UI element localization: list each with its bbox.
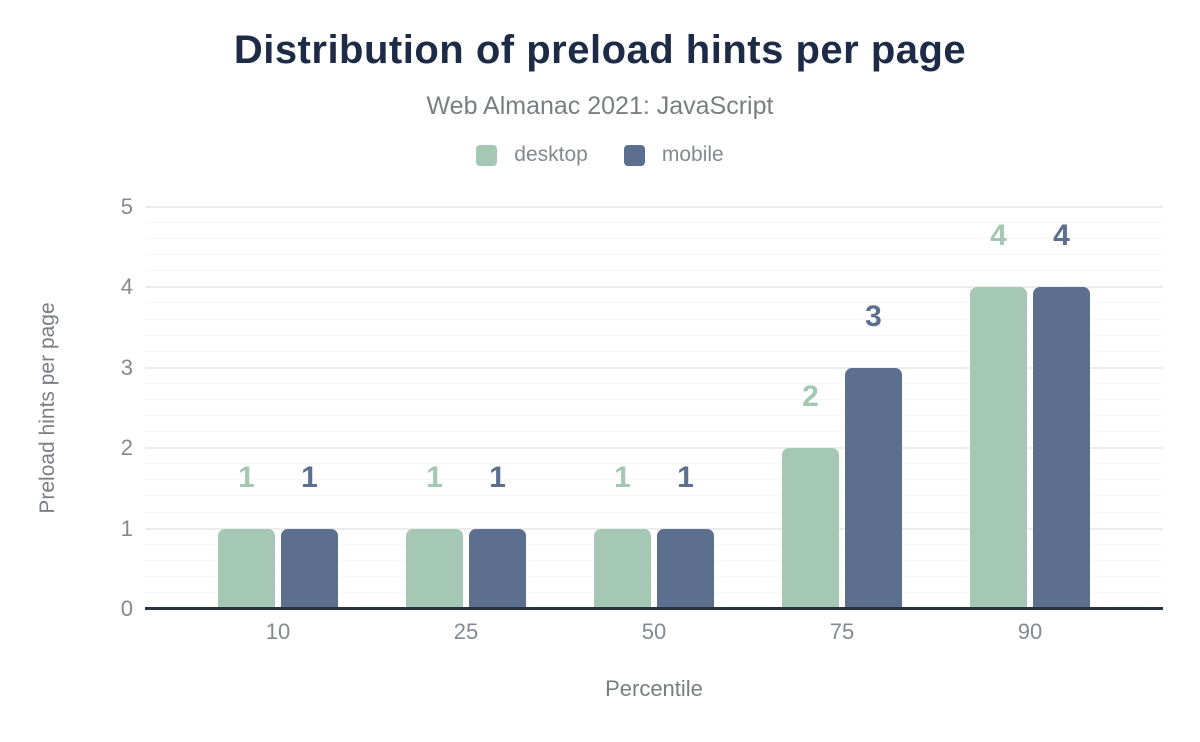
gridline-minor [145,382,1163,384]
chart-title: Distribution of preload hints per page [233,28,967,72]
gridline-minor [145,350,1163,352]
y-tick-label: 2 [120,435,133,461]
bar-value-label-mobile: 1 [489,460,506,494]
bar-value-label-mobile: 4 [1053,219,1070,253]
legend-item-mobile: mobile [623,143,724,167]
gridline-minor [145,495,1163,497]
y-tick-label: 0 [120,596,133,621]
bar-desktop [782,448,839,609]
bar-value-label-mobile: 3 [865,299,882,333]
gridline-minor [145,431,1163,433]
plot-area: Preload hints per page Percentile 0 1 2 3 4 5… [36,194,1163,701]
gridline-minor [145,270,1163,272]
legend-item-desktop: desktop [476,143,588,167]
bar-value-label-desktop: 2 [802,380,819,414]
gridline-minor [145,511,1163,513]
x-axis-title: Percentile [605,676,703,701]
bar-mobile [657,528,714,609]
gridline-major [145,527,1163,530]
gridline-major [145,366,1163,369]
y-tick-label: 4 [120,274,133,300]
y-axis-title: Preload hints per page [36,302,59,514]
bar-desktop [970,287,1027,609]
gridline-minor [145,559,1163,561]
bar-desktop [406,528,463,609]
y-tick-label: 3 [120,354,133,380]
desktop-swatch [476,144,498,166]
gridline-minor [145,318,1163,320]
bar-value-label-desktop: 1 [614,460,631,494]
gridline-major [145,286,1163,289]
bar-desktop [218,528,275,609]
gridline-minor [145,591,1163,593]
bar-value-label-mobile: 1 [301,460,318,494]
legend-label-mobile: mobile [661,143,724,166]
gridline-minor [145,575,1163,577]
legend: desktop mobile [0,143,1200,167]
bar-desktop [594,528,651,609]
x-tick-label: 90 [1017,619,1043,644]
bar-value-label-desktop: 4 [990,219,1007,253]
gridline-minor [145,398,1163,400]
x-tick-label: 25 [453,619,479,644]
bar-value-label-desktop: 1 [238,460,255,494]
bar-mobile [845,367,902,609]
bar-value-label-mobile: 1 [677,460,694,494]
bar-mobile [1033,287,1090,609]
x-axis-line [145,607,1163,610]
gridline-minor [145,254,1163,256]
y-tick-label: 1 [120,515,133,541]
x-tick-label: 75 [829,619,855,644]
bar-mobile [469,528,526,609]
y-tick-label: 5 [120,194,133,219]
gridline-minor [145,463,1163,465]
chart-subtitle: Web Almanac 2021: JavaScript [426,92,774,120]
gridline-minor [145,334,1163,336]
gridline-minor [145,238,1163,240]
bar-mobile [281,528,338,609]
x-tick-label: 50 [641,619,667,644]
gridline-minor [145,479,1163,481]
gridline-minor [145,302,1163,304]
bar-value-label-desktop: 1 [426,460,443,494]
x-tick-label: 10 [265,619,291,644]
gridline-major [145,206,1163,208]
gridline-minor [145,543,1163,545]
gridline-major [145,447,1163,450]
mobile-swatch [623,144,645,166]
gridline-minor [145,415,1163,417]
gridline-minor [145,222,1163,224]
legend-label-desktop: desktop [514,143,588,166]
